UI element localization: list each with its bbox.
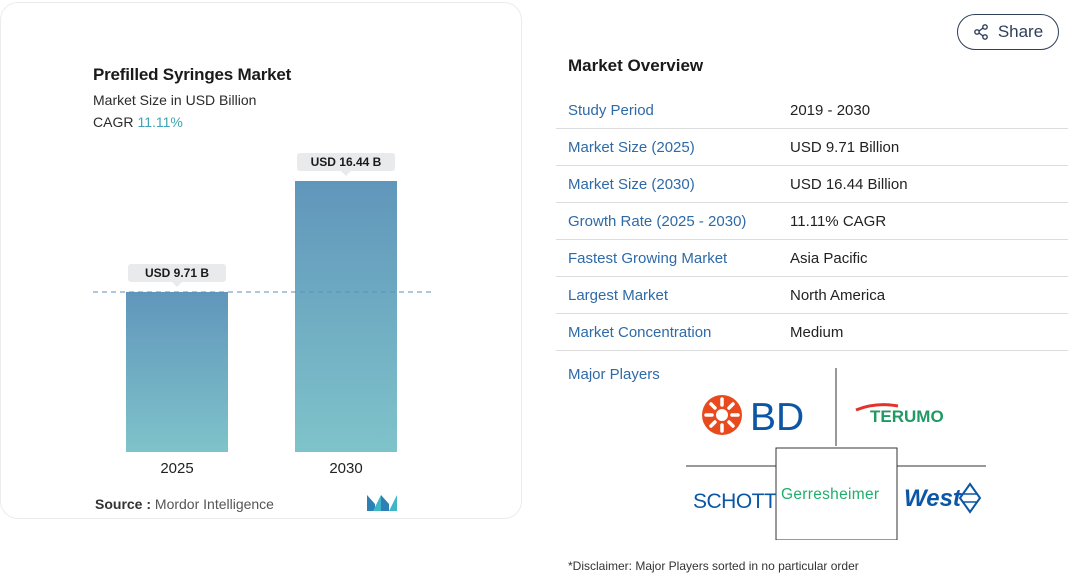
terumo-logo-text: TERUMO — [870, 407, 944, 426]
overview-value: 11.11% CAGR — [790, 212, 887, 230]
x-tick-label: 2025 — [160, 460, 193, 477]
overview-key[interactable]: Market Size (2030) — [568, 175, 695, 193]
source-value: Mordor Intelligence — [154, 496, 274, 512]
disclaimer-text: *Disclaimer: Major Players sorted in no … — [568, 559, 859, 573]
overview-value: USD 9.71 Billion — [790, 138, 900, 156]
overview-row: Market Size (2030) USD 16.44 Billion — [556, 166, 1068, 203]
west-logo-icon — [958, 482, 982, 514]
data-label: USD 9.71 B — [145, 266, 209, 280]
chart-title: Prefilled Syringes Market — [93, 65, 292, 84]
bar-2030 — [295, 181, 397, 452]
overview-value: USD 16.44 Billion — [790, 175, 908, 193]
share-label: Share — [997, 22, 1044, 41]
chart-card: Prefilled Syringes Market Market Size in… — [0, 2, 522, 519]
overview-value: Medium — [790, 323, 844, 341]
bd-logo-text: BD — [750, 396, 804, 439]
cagr-label: CAGR — [93, 114, 134, 130]
data-label-pointer — [172, 281, 182, 287]
overview-key[interactable]: Market Concentration — [568, 323, 712, 341]
data-label-box — [128, 263, 226, 282]
terumo-logo-icon — [855, 403, 899, 412]
overview-value: Asia Pacific — [790, 249, 868, 267]
chart-cagr: CAGR 11.11% — [93, 114, 183, 130]
overview-key[interactable]: Study Period — [568, 101, 654, 119]
bar-2025 — [126, 291, 228, 452]
mordor-intelligence-logo-icon — [367, 495, 397, 511]
bd-logo-icon — [702, 395, 742, 435]
overview-key[interactable]: Fastest Growing Market — [568, 249, 728, 267]
major-players-label[interactable]: Major Players — [568, 366, 660, 383]
overview-row: Fastest Growing Market Asia Pacific — [556, 240, 1068, 277]
data-label-pointer — [341, 171, 351, 176]
share-button[interactable]: Share — [957, 14, 1059, 50]
overview-row: Largest Market North America — [556, 277, 1068, 314]
market-overview-title: Market Overview — [568, 56, 704, 75]
source-line: Source : Mordor Intelligence — [95, 496, 274, 512]
overview-key[interactable]: Market Size (2025) — [568, 138, 695, 156]
chart-subtitle: Market Size in USD Billion — [93, 92, 257, 108]
overview-row: Market Concentration Medium — [556, 314, 1068, 351]
x-tick-label: 2030 — [329, 460, 362, 477]
cagr-value: 11.11% — [137, 114, 183, 130]
schott-logo-text: SCHOTT — [693, 490, 777, 513]
major-players-grid: BD TERUMO SCHOTT Gerresheimer West — [686, 368, 986, 540]
market-overview-table: Study Period 2019 - 2030 Market Size (202… — [556, 92, 1068, 351]
gerresheimer-logo-text: Gerresheimer — [781, 486, 879, 503]
overview-row: Market Size (2025) USD 9.71 Billion — [556, 129, 1068, 166]
data-label-box — [297, 153, 395, 171]
overview-row: Study Period 2019 - 2030 — [556, 92, 1068, 129]
overview-key[interactable]: Largest Market — [568, 286, 669, 304]
share-icon — [973, 24, 988, 40]
data-label: USD 16.44 B — [311, 155, 382, 169]
source-label: Source : — [95, 496, 152, 512]
west-logo-text: West — [904, 485, 962, 512]
bar-chart: USD 9.71 B 2025 USD 16.44 B 2030 — [93, 153, 433, 477]
overview-value: North America — [790, 286, 886, 304]
overview-key[interactable]: Growth Rate (2025 - 2030) — [568, 212, 747, 230]
overview-row: Growth Rate (2025 - 2030) 11.11% CAGR — [556, 203, 1068, 240]
overview-value: 2019 - 2030 — [790, 101, 871, 119]
